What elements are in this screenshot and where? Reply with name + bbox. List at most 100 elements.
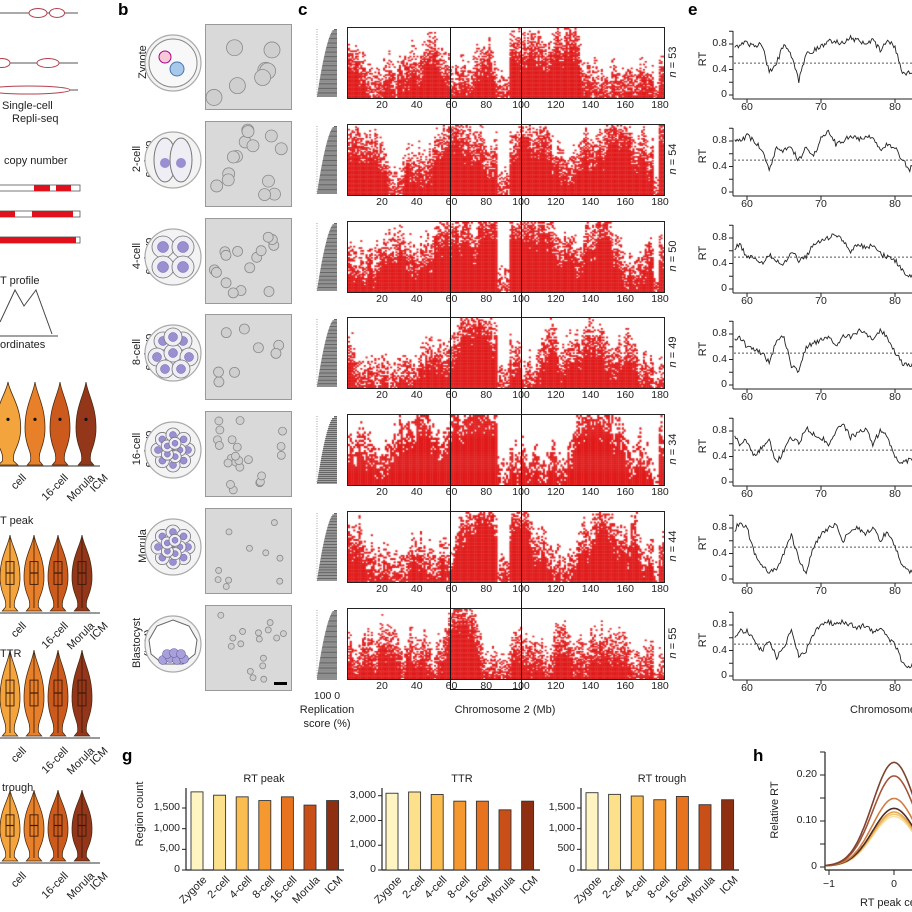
rt-peak-text: T peak (0, 515, 34, 527)
h-y-tick: 0 (811, 860, 817, 872)
replication-score-bar (319, 81, 337, 83)
replication-score-bar (332, 611, 337, 613)
replication-score-bar (317, 94, 337, 96)
replication-score-bar (327, 141, 337, 143)
heatmap-x-tick: 180 (651, 389, 669, 401)
rt-y-tick: 0.8 (712, 618, 727, 630)
replication-score-bar (328, 37, 337, 40)
embryo-in-micrograph (222, 583, 230, 590)
replication-score-bar (321, 165, 337, 167)
replication-score-bar (320, 363, 337, 365)
replication-score-bar (317, 187, 337, 189)
replication-score-bar (317, 671, 337, 673)
embryo-in-micrograph (257, 471, 267, 481)
nucleus (168, 348, 178, 358)
replication-score-bar (321, 167, 337, 169)
replication-score-bar (331, 128, 337, 130)
replication-bubble (49, 8, 65, 18)
replication-score-bar (328, 137, 337, 139)
embryo-in-micrograph (264, 626, 272, 634)
embryo-in-micrograph (273, 634, 281, 642)
embryo-in-micrograph (215, 567, 223, 574)
replication-score-bar (327, 525, 337, 527)
replication-score-bar (317, 192, 337, 194)
replication-score-bar (320, 460, 337, 462)
replication-score-bar (322, 352, 337, 354)
replication-score-bar (325, 243, 337, 245)
nucleus (157, 261, 169, 273)
bar-2-cell (608, 793, 622, 871)
replication-score-bar (324, 537, 337, 539)
embryo-in-micrograph (249, 674, 257, 682)
heatmap-x-tick: 20 (376, 389, 388, 401)
replication-score-bar (319, 659, 337, 661)
embryo-in-micrograph (205, 89, 223, 106)
replication-score-bar (322, 353, 337, 355)
rt-x-tick: 70 (815, 682, 827, 694)
embryo-in-micrograph (255, 245, 267, 257)
rt-x-tick: 70 (815, 391, 827, 403)
single-cell-rt-heatmap (347, 608, 665, 680)
replication-score-bar (327, 332, 337, 334)
replication-score-bar (319, 564, 337, 566)
replication-score-bar (321, 261, 337, 263)
replication-score-bar (319, 370, 337, 372)
replication-score-bar (329, 231, 337, 233)
replication-score-bar (319, 661, 337, 663)
heatmap-x-tick: 40 (410, 293, 423, 305)
rt-y-tick: 0 (721, 475, 727, 487)
replication-score-bar (322, 258, 337, 260)
embryo-in-micrograph (232, 442, 242, 452)
rt-x-tick: 70 (815, 295, 827, 307)
replication-score-bar (318, 89, 337, 91)
heatmap-x-tick: 120 (546, 293, 565, 305)
rt-line (734, 34, 912, 83)
replication-score-bar (323, 444, 337, 446)
replication-score-bar (318, 568, 337, 570)
replication-score-bar (326, 434, 337, 436)
micrograph-image (210, 123, 288, 201)
heatmap-x-tick: 60 (445, 680, 458, 692)
rt-x-tick: 70 (815, 101, 827, 113)
replication-score-bar (329, 132, 337, 134)
embryo-in-micrograph (231, 451, 240, 461)
panel-h-y-label: Relative RT (769, 781, 781, 839)
rt-y-tick: 0.4 (712, 62, 727, 75)
replication-score-bar (328, 621, 337, 623)
heatmap-x-tick: 160 (616, 680, 635, 692)
replication-score-bar (320, 72, 337, 74)
replication-score-bar (325, 631, 337, 633)
replication-score-bar (325, 436, 337, 438)
embryo-in-micrograph (244, 455, 253, 465)
heatmap-x-tick: 80 (480, 486, 493, 498)
rt-x-tick: 60 (741, 682, 753, 694)
replication-score-bar (317, 574, 337, 577)
heatmap-x-tick: 40 (410, 486, 423, 498)
rt-x-tick: 80 (889, 488, 901, 500)
replication-score-bar (322, 645, 337, 647)
bar-4-cell (630, 795, 644, 871)
replication-score-bar (329, 325, 337, 328)
rt-line (734, 233, 912, 279)
replication-score-bar (324, 151, 337, 153)
embryo-in-micrograph (258, 188, 271, 201)
single-cell-rt-heatmap (347, 27, 665, 99)
replication-score-bar (320, 172, 337, 174)
replication-score-bar (330, 227, 337, 229)
replication-score-bar (323, 350, 337, 353)
replication-score-bar (320, 269, 337, 271)
replication-score-bar (331, 418, 337, 420)
g-y-tick-label: 2,000 (349, 813, 376, 826)
replication-score-bar (319, 176, 337, 178)
replication-score-bar (319, 82, 337, 84)
replication-score-bar (334, 223, 337, 225)
replication-score-bar (329, 519, 337, 521)
embryo-in-micrograph (262, 174, 275, 188)
embryo-in-micrograph (262, 549, 270, 557)
replication-score-bar (322, 550, 337, 552)
replication-score-bar (318, 88, 337, 90)
embryo-schematic-icon (144, 131, 202, 189)
replication-score-bar (330, 323, 337, 325)
replication-score-bar (321, 356, 337, 358)
h-x-tick: 0 (891, 878, 897, 890)
